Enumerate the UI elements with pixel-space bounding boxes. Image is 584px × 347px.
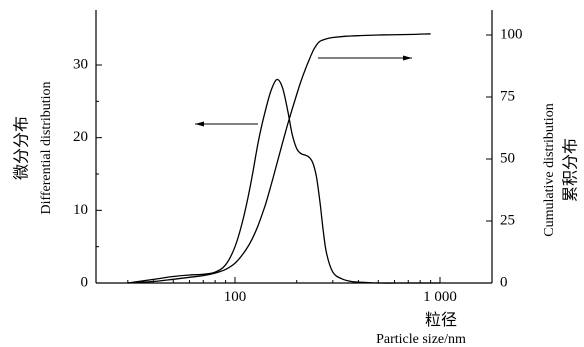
y-axis-right-title: Cumulative distribution [542, 103, 557, 236]
arrows-layer [195, 55, 412, 127]
arrow-right-annotation-head [403, 55, 412, 61]
chart-axes [95, 10, 493, 284]
y-right-tick-label: 75 [500, 88, 515, 104]
y-left-tick-label: 20 [73, 129, 88, 145]
y-axis-left-title: Differential distribution [39, 81, 54, 214]
ticks-layer: 0 10 20 30 0 25 50 75 100 100 1 000 [73, 26, 523, 305]
y-right-tick-label: 25 [500, 212, 515, 228]
arrow-left-annotation [195, 121, 258, 127]
arrow-left-annotation-head [195, 121, 204, 127]
y-left-tick-label: 30 [73, 56, 88, 72]
y-left-tick-label: 10 [73, 202, 88, 218]
x-axis-title-cn: 粒径 [425, 311, 457, 329]
x-tick-label: 100 [224, 289, 247, 305]
cumulative-distribution-curve [127, 33, 431, 284]
y-right-tick-label: 50 [500, 150, 515, 166]
y-axis-right-title-cn: 累积分布 [562, 138, 580, 202]
y-right-tick-label: 0 [500, 274, 508, 290]
y-right-tick-label: 100 [500, 26, 523, 42]
y-left-tick-label: 0 [81, 274, 89, 290]
differential-distribution-curve [127, 78, 440, 284]
x-axis-title: Particle size/nm [376, 332, 466, 347]
curves-layer [127, 33, 440, 284]
y-axis-left-title-cn: 微分分布 [13, 116, 31, 180]
arrow-right-annotation [318, 55, 412, 61]
x-tick-label: 1 000 [423, 289, 457, 305]
